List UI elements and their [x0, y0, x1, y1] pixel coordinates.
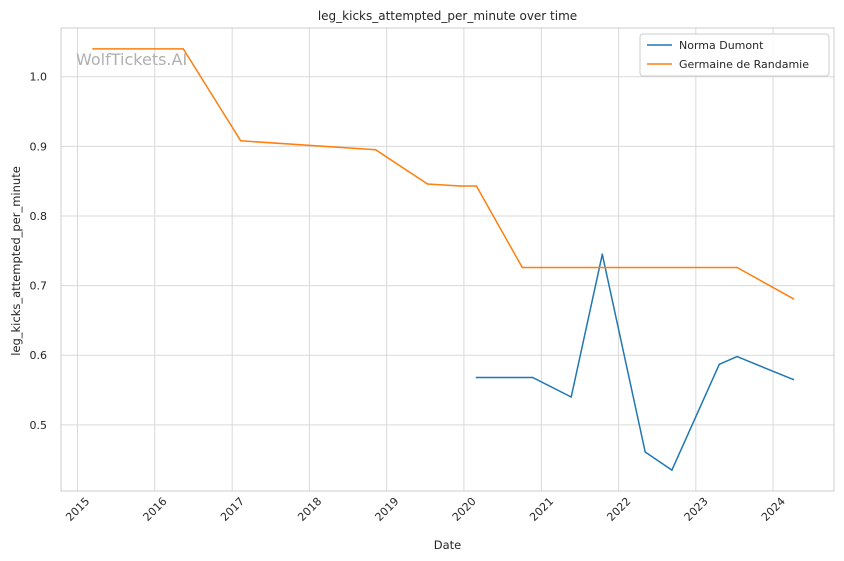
x-tick-label: 2024 [759, 495, 788, 524]
legend: Norma Dumont Germaine de Randamie [639, 33, 830, 77]
series-line-germaine-de-randamie [93, 48, 794, 300]
y-tick-label: 0.7 [30, 280, 48, 293]
data-point-germaine-de-randamie [521, 266, 524, 269]
chart-title: leg_kicks_attempted_per_minute over time [318, 9, 577, 23]
data-point-germaine-de-randamie [92, 48, 94, 50]
data-point-norma-dumont [792, 378, 795, 381]
data-point-norma-dumont [671, 469, 673, 471]
series-line-norma-dumont [476, 253, 794, 471]
y-tick-label: 0.6 [30, 349, 48, 362]
data-point-norma-dumont [644, 451, 647, 453]
data-point-germaine-de-randamie [792, 298, 795, 300]
plot-area [60, 27, 835, 492]
data-point-germaine-de-randamie [374, 149, 377, 151]
x-tick-label: 2023 [682, 495, 711, 524]
data-point-norma-dumont [718, 363, 721, 366]
x-tick-label: 2016 [141, 495, 170, 524]
data-point-germaine-de-randamie [736, 266, 738, 269]
y-tick-labels: 0.5 0.6 0.7 0.8 0.9 1.0 [30, 71, 48, 432]
data-point-germaine-de-randamie [426, 183, 429, 185]
legend-box [639, 33, 830, 77]
data-point-germaine-de-randamie [182, 48, 185, 50]
data-point-norma-dumont [601, 253, 604, 256]
watermark: WolfTickets.AI [76, 50, 187, 69]
x-tick-labels: 2015 2016 2017 2018 2019 2020 2021 2022 2023 2024 [63, 495, 788, 524]
y-tick-label: 1.0 [30, 71, 48, 84]
x-tick-label: 2022 [604, 495, 633, 524]
grid [61, 28, 834, 491]
x-tick-label: 2017 [218, 495, 247, 524]
y-tick-label: 0.8 [30, 210, 48, 223]
y-tick-label: 0.5 [30, 419, 48, 432]
x-axis-label: Date [434, 538, 462, 552]
data-point-norma-dumont [736, 355, 738, 358]
x-tick-label: 2015 [63, 495, 92, 524]
x-tick-label: 2019 [373, 495, 402, 524]
legend-label-norma-dumont: Norma Dumont [679, 39, 764, 52]
y-tick-label: 0.9 [30, 140, 48, 153]
data-point-norma-dumont [570, 396, 572, 398]
series-layer [92, 48, 795, 471]
data-point-norma-dumont [475, 376, 478, 379]
data-point-germaine-de-randamie [459, 185, 461, 187]
legend-label-germaine-de-randamie: Germaine de Randamie [679, 58, 809, 71]
data-point-germaine-de-randamie [239, 139, 242, 142]
x-tick-label: 2021 [527, 495, 556, 524]
x-tick-label: 2018 [295, 495, 324, 524]
x-tick-label: 2020 [450, 495, 479, 524]
data-point-norma-dumont [531, 376, 534, 379]
data-point-germaine-de-randamie [475, 185, 478, 187]
y-axis-label: leg_kicks_attempted_per_minute [9, 166, 23, 356]
